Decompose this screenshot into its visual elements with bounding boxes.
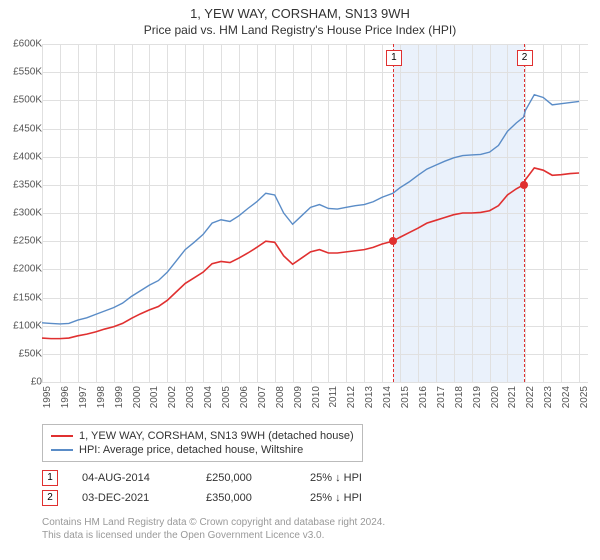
x-tick-label: 2001 <box>149 386 160 420</box>
transaction-price: £250,000 <box>206 472 286 484</box>
y-tick-label: £600K <box>2 39 42 50</box>
y-tick-label: £450K <box>2 123 42 134</box>
transaction-marker: 2 <box>42 490 58 506</box>
transaction-marker: 1 <box>42 470 58 486</box>
x-tick-label: 1998 <box>96 386 107 420</box>
transaction-row: 2 03-DEC-2021 £350,000 25% ↓ HPI <box>42 488 400 508</box>
y-tick-label: £350K <box>2 179 42 190</box>
x-tick-label: 2005 <box>221 386 232 420</box>
x-tick-label: 2025 <box>579 386 590 420</box>
series-property <box>42 168 579 339</box>
footer-text: Contains HM Land Registry data © Crown c… <box>42 516 385 542</box>
x-tick-label: 2022 <box>525 386 536 420</box>
transactions-table: 1 04-AUG-2014 £250,000 25% ↓ HPI 2 03-DEC-202… <box>42 468 400 508</box>
chart-lines <box>42 44 588 382</box>
y-tick-label: £550K <box>2 67 42 78</box>
x-tick-label: 2023 <box>543 386 554 420</box>
y-tick-label: £200K <box>2 264 42 275</box>
x-tick-label: 1997 <box>78 386 89 420</box>
footer-line-2: This data is licensed under the Open Gov… <box>42 529 385 542</box>
x-tick-label: 2008 <box>275 386 286 420</box>
y-tick-label: £50K <box>2 348 42 359</box>
x-tick-label: 2007 <box>257 386 268 420</box>
x-tick-label: 2017 <box>436 386 447 420</box>
chart-title: 1, YEW WAY, CORSHAM, SN13 9WH <box>0 0 600 21</box>
y-tick-label: £0 <box>2 377 42 388</box>
series-hpi <box>42 95 579 324</box>
x-tick-label: 2014 <box>382 386 393 420</box>
x-tick-label: 2004 <box>203 386 214 420</box>
y-tick-label: £500K <box>2 95 42 106</box>
y-tick-label: £400K <box>2 151 42 162</box>
x-tick-label: 2000 <box>132 386 143 420</box>
y-tick-label: £100K <box>2 320 42 331</box>
x-tick-label: 2002 <box>167 386 178 420</box>
x-tick-label: 1999 <box>114 386 125 420</box>
chart-subtitle: Price paid vs. HM Land Registry's House … <box>0 21 600 37</box>
transaction-price: £350,000 <box>206 492 286 504</box>
footer-line-1: Contains HM Land Registry data © Crown c… <box>42 516 385 529</box>
legend-swatch <box>51 435 73 437</box>
x-tick-label: 2013 <box>364 386 375 420</box>
legend-item: 1, YEW WAY, CORSHAM, SN13 9WH (detached … <box>51 429 354 443</box>
x-tick-label: 2012 <box>346 386 357 420</box>
transaction-date: 03-DEC-2021 <box>82 492 182 504</box>
chart-container: 1, YEW WAY, CORSHAM, SN13 9WH Price paid… <box>0 0 600 560</box>
x-tick-label: 2020 <box>490 386 501 420</box>
transaction-date: 04-AUG-2014 <box>82 472 182 484</box>
transaction-diff: 25% ↓ HPI <box>310 472 400 484</box>
x-tick-label: 2011 <box>328 386 339 420</box>
y-tick-label: £300K <box>2 208 42 219</box>
transaction-row: 1 04-AUG-2014 £250,000 25% ↓ HPI <box>42 468 400 488</box>
transaction-diff: 25% ↓ HPI <box>310 492 400 504</box>
plot-area: 12 <box>42 44 588 382</box>
x-tick-label: 2018 <box>454 386 465 420</box>
legend-swatch <box>51 449 73 451</box>
x-tick-label: 2006 <box>239 386 250 420</box>
x-tick-label: 2024 <box>561 386 572 420</box>
x-tick-label: 1996 <box>60 386 71 420</box>
x-tick-label: 2003 <box>185 386 196 420</box>
x-tick-label: 2021 <box>507 386 518 420</box>
x-tick-label: 2010 <box>311 386 322 420</box>
legend: 1, YEW WAY, CORSHAM, SN13 9WH (detached … <box>42 424 363 462</box>
y-tick-label: £150K <box>2 292 42 303</box>
y-tick-label: £250K <box>2 236 42 247</box>
legend-label: 1, YEW WAY, CORSHAM, SN13 9WH (detached … <box>79 430 354 442</box>
x-tick-label: 2019 <box>472 386 483 420</box>
legend-item: HPI: Average price, detached house, Wilt… <box>51 443 354 457</box>
x-tick-label: 2016 <box>418 386 429 420</box>
x-tick-label: 2009 <box>293 386 304 420</box>
legend-label: HPI: Average price, detached house, Wilt… <box>79 444 303 456</box>
x-tick-label: 2015 <box>400 386 411 420</box>
x-tick-label: 1995 <box>42 386 53 420</box>
